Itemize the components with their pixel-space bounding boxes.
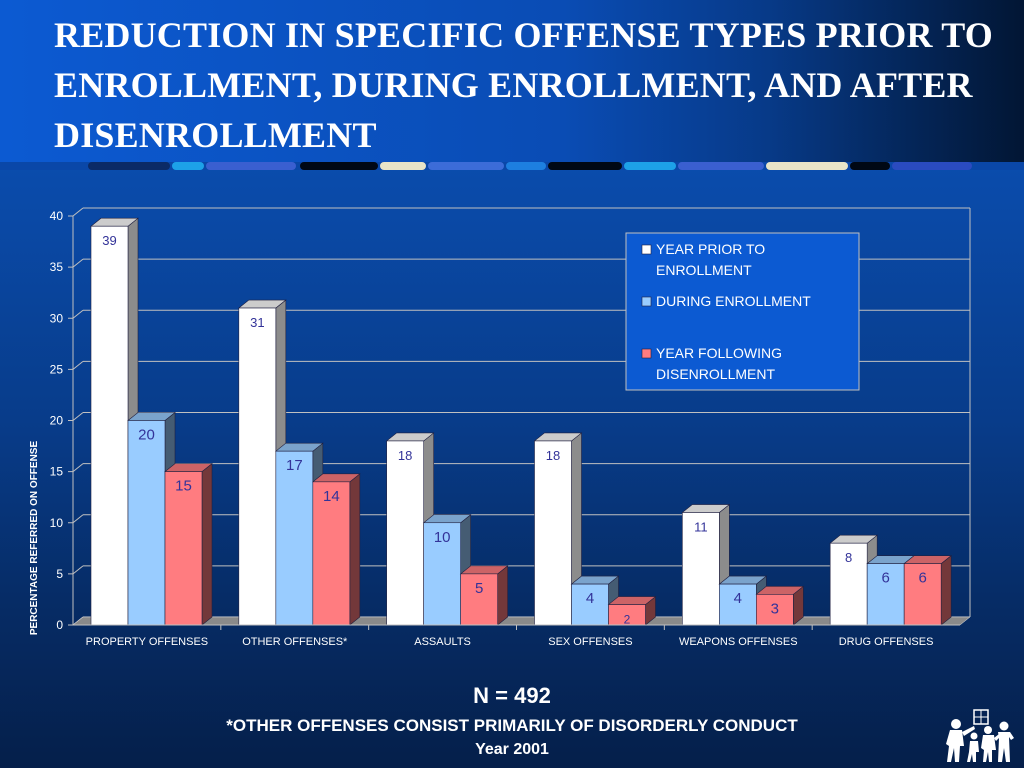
data-label: 31 <box>250 315 264 330</box>
y-tick-label: 10 <box>50 516 64 530</box>
data-label: 10 <box>434 529 451 546</box>
data-label: 39 <box>102 233 116 248</box>
y-tick-label: 15 <box>50 465 64 479</box>
y-tick-label: 25 <box>50 362 64 376</box>
gridline-depth <box>72 514 84 524</box>
bar <box>571 583 609 626</box>
title-band <box>0 0 1024 162</box>
data-label: 20 <box>138 427 155 444</box>
bar <box>719 583 757 626</box>
data-label: 5 <box>475 580 483 597</box>
gridline-depth <box>72 565 84 575</box>
slide-title: REDUCTION IN SPECIFIC OFFENSE TYPES PRIO… <box>54 15 993 155</box>
bar <box>386 440 424 626</box>
y-tick-label: 20 <box>50 414 64 428</box>
x-tick-label: DRUG OFFENSES <box>839 636 934 648</box>
data-label: 4 <box>586 590 594 607</box>
bar-side <box>940 555 952 626</box>
x-tick-label: SEX OFFENSES <box>548 636 632 648</box>
gridline-depth <box>72 309 84 319</box>
bar <box>164 471 203 626</box>
bar-chart: 39 20 15 31 17 14 18 10 5 18 4 2 11 4 3 8 6 6 0 5 10 15 20 25 3… <box>29 207 971 648</box>
gridline-depth <box>72 463 84 473</box>
x-tick-label: WEAPONS OFFENSES <box>679 636 798 648</box>
bar <box>903 563 942 626</box>
gridline-depth <box>72 412 84 421</box>
bar <box>423 522 461 626</box>
bar <box>90 225 129 626</box>
bar <box>682 512 720 626</box>
gridline-depth <box>72 207 84 217</box>
year-label: Year 2001 <box>475 741 549 758</box>
data-label: 14 <box>323 488 340 505</box>
bar-side <box>349 473 361 626</box>
footnote: *OTHER OFFENSES CONSIST PRIMARILY OF DIS… <box>226 716 798 735</box>
legend-label: DURING ENROLLMENT <box>656 293 811 309</box>
legend-box <box>625 232 860 391</box>
y-tick-label: 5 <box>56 567 63 581</box>
bar <box>460 573 498 626</box>
x-tick-label: OTHER OFFENSES* <box>242 636 348 648</box>
data-label: 8 <box>845 550 852 565</box>
data-label: 17 <box>286 457 303 474</box>
bars: 39 20 15 31 17 14 18 10 5 18 4 2 11 4 3 8 6 6 <box>90 217 953 627</box>
data-label: 6 <box>881 570 889 587</box>
legend-swatch <box>641 296 652 307</box>
decorative-stripe <box>0 162 1024 170</box>
x-tick-label: PROPERTY OFFENSES <box>86 636 208 648</box>
bar <box>127 420 166 626</box>
data-label: 3 <box>771 600 779 617</box>
legend-swatch <box>641 244 652 255</box>
legend-label: YEAR PRIOR TO ENROLLMENT <box>656 241 765 278</box>
data-label: 11 <box>694 520 708 535</box>
y-tick-label: 0 <box>56 618 63 632</box>
data-label: 4 <box>734 590 742 607</box>
y-tick-label: 30 <box>50 311 64 325</box>
bar <box>534 440 572 626</box>
data-label: 18 <box>398 448 412 463</box>
legend-swatch <box>641 348 652 359</box>
sample-size: N = 492 <box>473 683 551 708</box>
data-label: 2 <box>624 613 631 627</box>
legend-label: YEAR FOLLOWING DISENROLLMENT <box>656 345 782 382</box>
data-label: 15 <box>175 478 192 495</box>
gridline-depth <box>72 360 84 370</box>
y-tick-label: 40 <box>50 209 64 223</box>
bar-side <box>201 463 213 626</box>
data-label: 18 <box>546 448 560 463</box>
bar <box>238 307 277 626</box>
y-tick-label: 35 <box>50 260 64 274</box>
bar-side <box>497 565 508 626</box>
bar <box>275 450 314 626</box>
bar <box>866 563 905 626</box>
bar <box>312 481 351 626</box>
legend: YEAR PRIOR TO ENROLLMENT DURING ENROLLMENT… <box>625 232 860 391</box>
family-icon <box>946 709 1014 762</box>
data-label: 6 <box>918 570 926 587</box>
gridline-depth <box>72 258 84 268</box>
y-axis-label: PERCENTAGE REFERRED ON OFFENSE <box>29 441 40 636</box>
x-tick-label: ASSAULTS <box>414 636 471 648</box>
